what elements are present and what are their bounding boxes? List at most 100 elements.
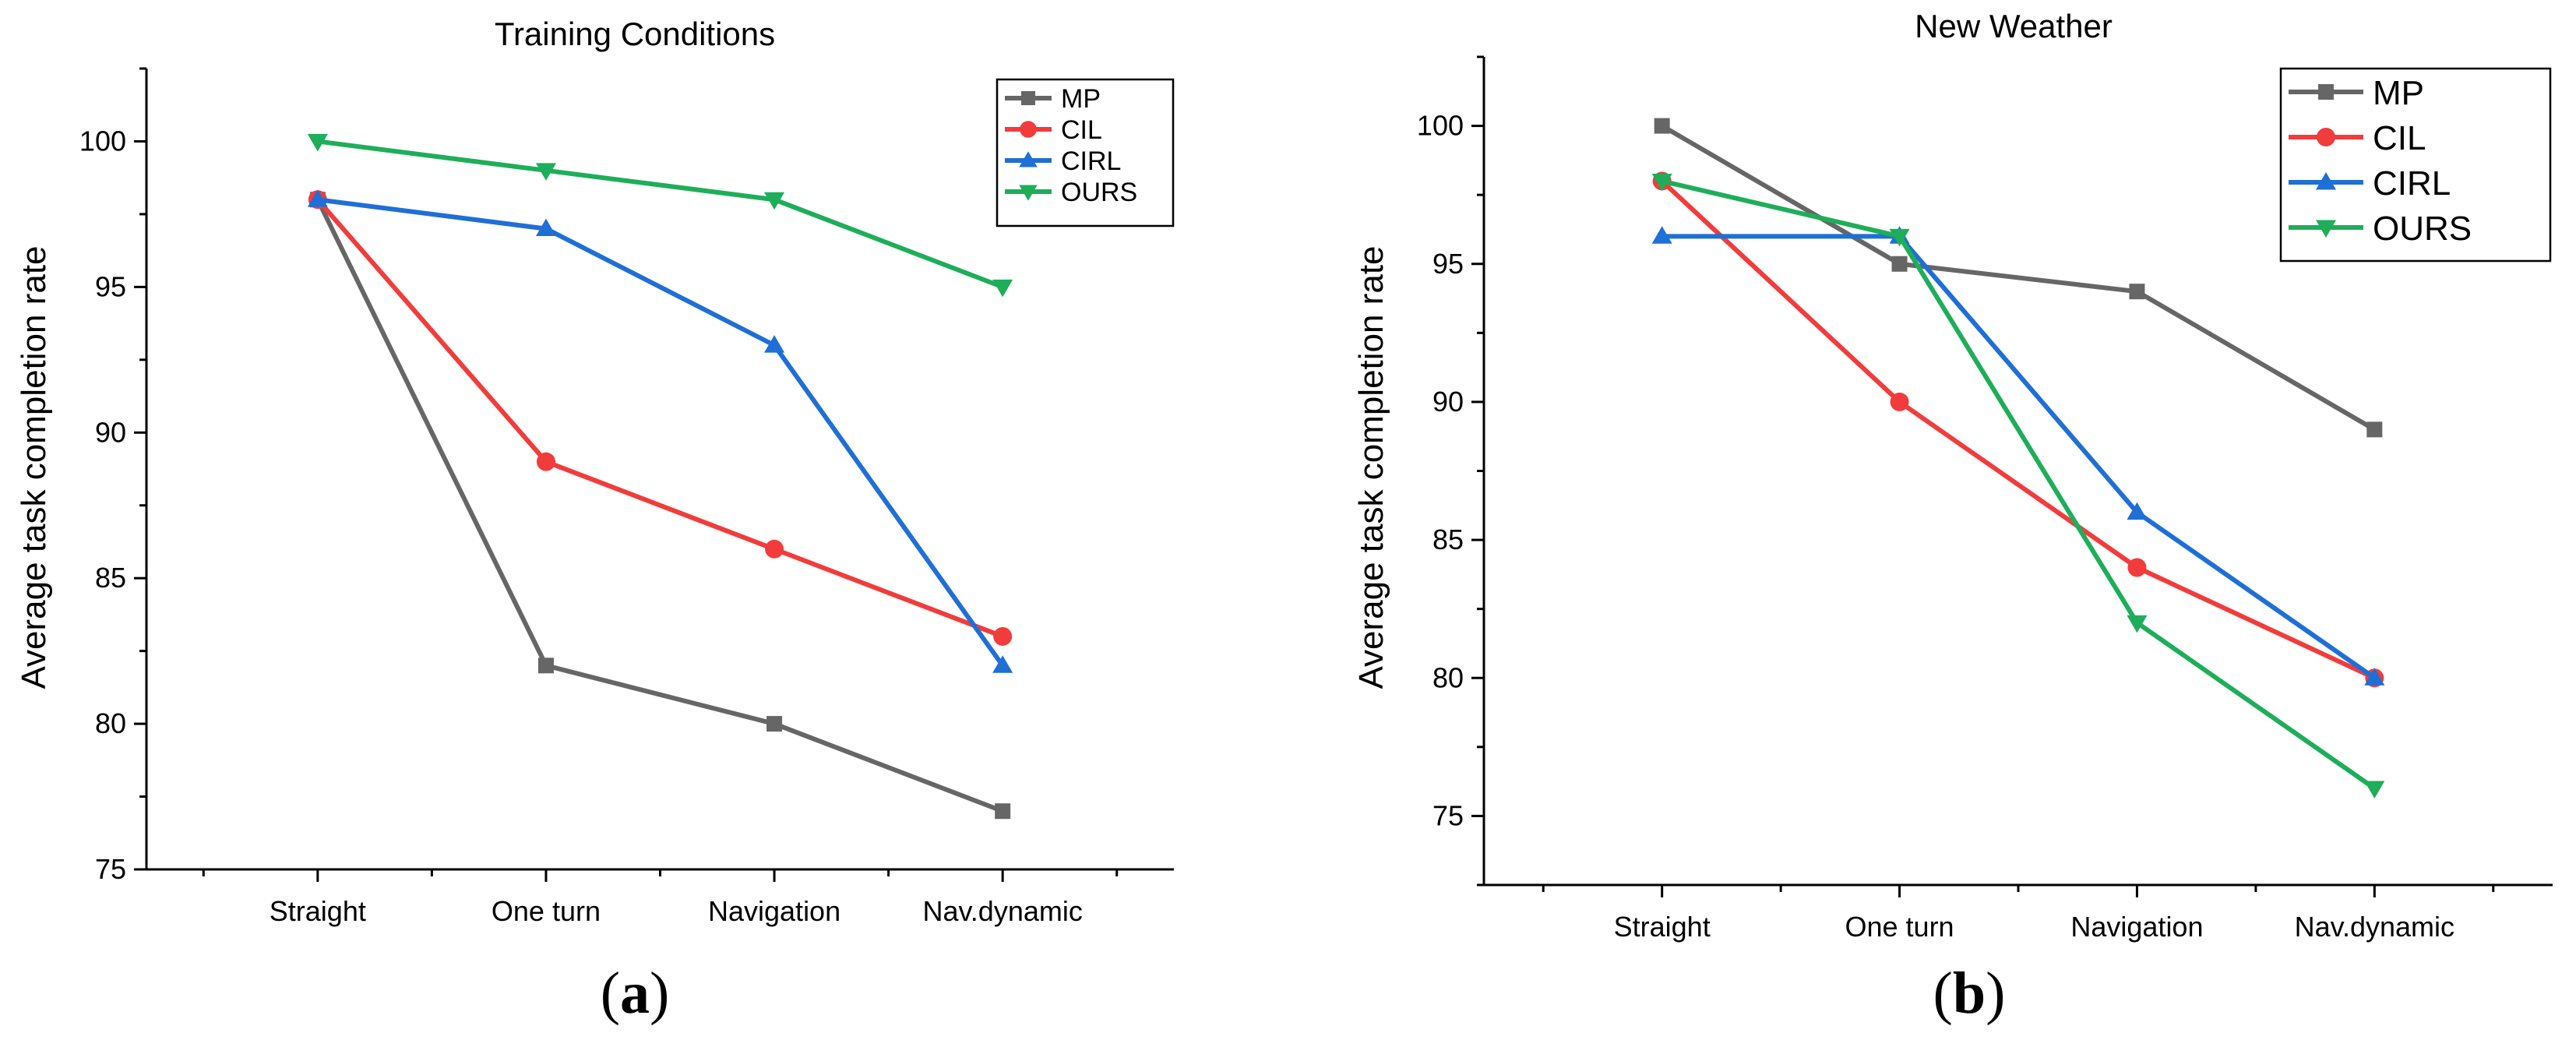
legend-label: MP: [1061, 84, 1101, 114]
panel-label: (b): [1933, 961, 2006, 1026]
data-point: [2364, 668, 2385, 686]
y-tick-label: 85: [95, 562, 126, 594]
series-ours: [1651, 174, 2385, 799]
x-tick-label: Navigation: [2070, 911, 2203, 943]
series-line: [1660, 179, 2376, 680]
legend-marker: [2317, 128, 2335, 146]
chart-b: New Weather 75 80 85 90 95 100 Straight One turn…: [1352, 8, 2553, 1026]
x-tick-label: Straight: [1614, 911, 1711, 943]
legend: MP CIL CIRL OURS: [2279, 67, 2552, 263]
legend-label: CIL: [1061, 115, 1102, 145]
data-point: [535, 218, 556, 237]
legend-marker: [2315, 220, 2337, 238]
data-point: [2127, 502, 2148, 520]
panel-paren-close: ): [650, 961, 669, 1026]
legend-label: OURS: [1061, 178, 1137, 207]
series-line: [315, 198, 1004, 814]
data-point: [1651, 174, 1672, 192]
legend-item-cirl: CIRL: [2289, 164, 2451, 203]
data-point: [995, 803, 1011, 820]
data-point: [2127, 615, 2148, 633]
legend-marker: [2318, 84, 2334, 100]
data-point: [765, 539, 784, 559]
legend-marker: [1019, 185, 1038, 201]
series-line: [1661, 123, 2376, 432]
data-point: [764, 335, 785, 353]
legend-label: MP: [2373, 74, 2424, 112]
data-point: [992, 655, 1013, 673]
y-tick-label: 90: [95, 416, 126, 448]
x-tick-label: Navigation: [708, 895, 840, 927]
chart-title: Training Conditions: [495, 16, 775, 52]
series-ours: [307, 134, 1013, 298]
data-point: [993, 626, 1013, 646]
series-line: [315, 198, 1004, 639]
series-cil: [308, 190, 1013, 646]
data-point: [2364, 781, 2385, 799]
data-point: [535, 163, 556, 181]
panel-label: (a): [601, 961, 670, 1026]
legend-label: CIRL: [1061, 146, 1121, 176]
legend-item-cil: CIL: [2289, 119, 2426, 157]
legend-item-ours: OURS: [1005, 178, 1137, 207]
legend-label: OURS: [2373, 210, 2472, 248]
y-tick-label: 95: [1432, 248, 1464, 280]
series-line: [1662, 234, 2377, 680]
x-tick-label: Nav.dynamic: [2295, 911, 2454, 943]
legend-label: CIRL: [2373, 164, 2451, 203]
data-point: [764, 192, 785, 210]
y-tick-label: 85: [1432, 524, 1464, 555]
data-point: [1889, 228, 1910, 247]
legend-marker: [1020, 121, 1037, 138]
panel-paren-open: (: [1933, 961, 1953, 1026]
legend-marker: [1019, 151, 1038, 167]
data-point: [1654, 118, 1670, 134]
series-line: [317, 139, 1004, 290]
y-tick-label: 80: [1432, 661, 1464, 693]
chart-title: New Weather: [1915, 8, 2113, 44]
legend-item-cil: CIL: [1005, 115, 1102, 145]
panel-paren-open: (: [601, 961, 620, 1026]
y-axis-label: Average task completion rate: [1352, 245, 1390, 689]
series-line: [317, 197, 1005, 668]
x-tick-label: One turn: [1845, 911, 1954, 943]
legend-item-mp: MP: [2289, 74, 2424, 112]
x-tick-label: Straight: [270, 895, 366, 927]
data-point: [536, 452, 555, 471]
panel-letter: a: [620, 961, 650, 1026]
series-cirl: [1651, 226, 2385, 686]
legend-item-cirl: CIRL: [1005, 146, 1121, 176]
y-tick-label: 100: [1417, 110, 1464, 142]
series-cirl: [307, 189, 1013, 673]
data-point: [1651, 226, 1672, 244]
data-point: [2127, 558, 2147, 577]
data-point: [307, 189, 328, 207]
legend-label: CIL: [2373, 119, 2426, 157]
data-point: [992, 279, 1013, 298]
y-ticks: 75 80 85 90 95 100: [79, 67, 146, 885]
data-point: [766, 716, 783, 732]
series-mp: [1654, 118, 2383, 438]
legend-item-mp: MP: [1005, 84, 1101, 114]
y-tick-label: 90: [1432, 386, 1464, 418]
y-ticks: 75 80 85 90 95 100: [1417, 55, 1484, 887]
legend-marker: [2315, 171, 2337, 190]
data-point: [537, 657, 554, 674]
x-ticks: Straight One turn Navigation Nav.dynamic: [1542, 885, 2495, 943]
data-point: [1891, 256, 1908, 272]
y-tick-label: 75: [1432, 799, 1464, 831]
series-line: [1661, 178, 2377, 791]
data-point: [1890, 392, 1909, 411]
legend-marker: [1021, 91, 1035, 105]
x-ticks: Straight One turn Navigation Nav.dynamic: [202, 869, 1119, 927]
data-point: [307, 134, 328, 152]
data-point: [2366, 421, 2383, 438]
y-tick-label: 95: [95, 270, 126, 302]
y-tick-label: 80: [95, 707, 126, 739]
x-tick-label: One turn: [492, 895, 601, 927]
y-tick-label: 100: [79, 125, 126, 157]
legend-box: [996, 78, 1175, 227]
panel-paren-close: ): [1986, 961, 2005, 1026]
